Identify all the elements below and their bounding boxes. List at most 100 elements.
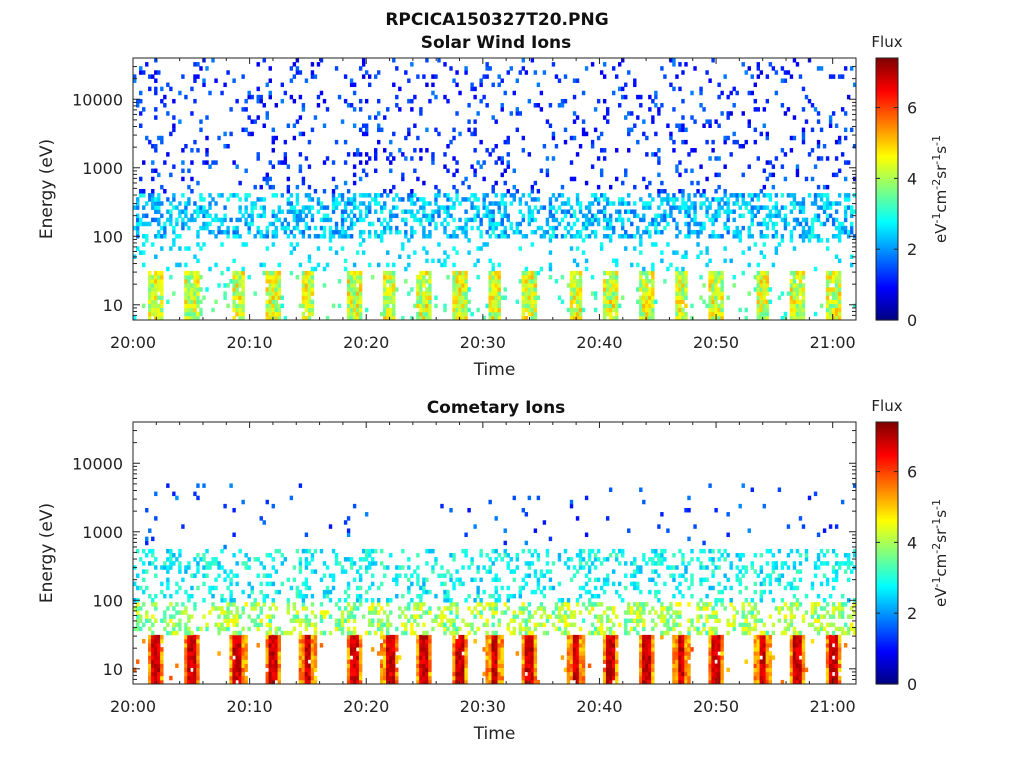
heatmap-cell	[355, 638, 360, 644]
heatmap-cell	[485, 647, 489, 652]
heatmap-cell	[395, 655, 399, 660]
heatmap-cell	[190, 303, 194, 309]
heatmap-cell	[380, 667, 384, 673]
heatmap-cell	[666, 123, 670, 128]
heatmap-cell	[322, 229, 327, 235]
heatmap-cell	[621, 197, 625, 202]
heatmap-cell	[205, 573, 209, 578]
heatmap-cell	[452, 184, 456, 190]
heatmap-cell	[422, 307, 426, 313]
heatmap-cell	[238, 663, 242, 669]
heatmap-cell	[578, 229, 583, 235]
heatmap-cell	[148, 279, 152, 284]
heatmap-cell	[232, 258, 236, 264]
heatmap-cell	[428, 213, 432, 219]
heatmap-cell	[358, 283, 363, 288]
heatmap-cell	[151, 671, 155, 677]
heatmap-cell	[151, 536, 155, 542]
heatmap-cell	[633, 234, 637, 239]
heatmap-cell	[259, 184, 263, 190]
heatmap-cell	[301, 180, 306, 186]
heatmap-cell	[193, 279, 197, 284]
heatmap-cell	[437, 193, 441, 198]
heatmap-cell	[494, 663, 498, 669]
heatmap-cell	[392, 58, 396, 63]
heatmap-cell	[548, 266, 553, 272]
heatmap-cell	[608, 299, 613, 305]
heatmap-cell	[690, 303, 694, 309]
heatmap-cell	[822, 201, 827, 206]
heatmap-cell	[461, 311, 465, 317]
heatmap-cell	[428, 667, 432, 673]
heatmap-cell	[545, 221, 550, 227]
heatmap-cell	[383, 610, 387, 615]
heatmap-cell	[205, 115, 209, 120]
heatmap-cell	[711, 311, 715, 317]
heatmap-cell	[370, 598, 375, 603]
heatmap-cell	[569, 160, 574, 165]
heatmap-cell	[346, 274, 351, 280]
heatmap-cell	[482, 589, 486, 595]
heatmap-cell	[268, 553, 272, 558]
heatmap-cell	[154, 86, 158, 92]
heatmap-cell	[187, 291, 191, 296]
heatmap-cell	[452, 311, 456, 317]
heatmap-cell	[349, 209, 354, 214]
heatmap-cell	[395, 103, 399, 108]
heatmap-cell	[452, 274, 456, 280]
heatmap-cell	[497, 315, 501, 321]
heatmap-cell	[304, 671, 309, 677]
heatmap-cell	[235, 663, 239, 669]
heatmap-cell	[217, 622, 221, 628]
heatmap-cell	[383, 229, 387, 235]
heatmap-cell	[184, 307, 188, 313]
heatmap-cell	[340, 197, 345, 202]
heatmap-cell	[741, 250, 745, 255]
heatmap-cell	[352, 667, 357, 673]
heatmap-cell	[843, 213, 848, 219]
heatmap-cell	[497, 303, 501, 309]
heatmap-cell	[265, 111, 269, 116]
heatmap-cell	[822, 143, 827, 149]
heatmap-cell	[301, 655, 306, 660]
heatmap-cell	[467, 287, 471, 292]
heatmap-cell	[274, 647, 278, 652]
heatmap-cell	[310, 274, 315, 280]
heatmap-cell	[208, 201, 212, 206]
colorbar-swatch	[876, 66, 898, 70]
heatmap-cell	[792, 246, 797, 251]
heatmap-cell	[819, 205, 824, 210]
heatmap-cell	[768, 160, 773, 165]
heatmap-cell	[732, 193, 736, 198]
heatmap-cell	[157, 193, 161, 198]
heatmap-cell	[512, 90, 516, 96]
heatmap-cell	[313, 679, 318, 685]
heatmap-cell	[711, 58, 715, 63]
heatmap-cell	[340, 246, 345, 251]
heatmap-cell	[651, 98, 655, 104]
heatmap-cell	[458, 626, 462, 632]
heatmap-cell	[211, 585, 215, 591]
heatmap-cell	[217, 225, 221, 231]
heatmap-cell	[157, 172, 161, 178]
heatmap-cell	[370, 548, 375, 554]
heatmap-cell	[151, 205, 155, 210]
heatmap-cell	[434, 557, 438, 562]
heatmap-cell	[301, 279, 306, 284]
heatmap-cell	[395, 229, 399, 235]
heatmap-cell	[295, 184, 300, 190]
heatmap-cell	[678, 205, 682, 210]
heatmap-cell	[169, 172, 173, 178]
heatmap-cell	[154, 168, 158, 174]
heatmap-cell	[648, 287, 652, 292]
heatmap-cell	[491, 622, 495, 628]
heatmap-cell	[370, 221, 375, 227]
heatmap-cell	[825, 315, 830, 321]
heatmap-cell	[367, 622, 372, 628]
heatmap-cell	[250, 589, 254, 595]
heatmap-cell	[461, 229, 465, 235]
heatmap-cell	[645, 270, 649, 276]
heatmap-cell	[352, 651, 357, 656]
heatmap-cell	[425, 258, 429, 264]
heatmap-cell	[352, 626, 357, 632]
